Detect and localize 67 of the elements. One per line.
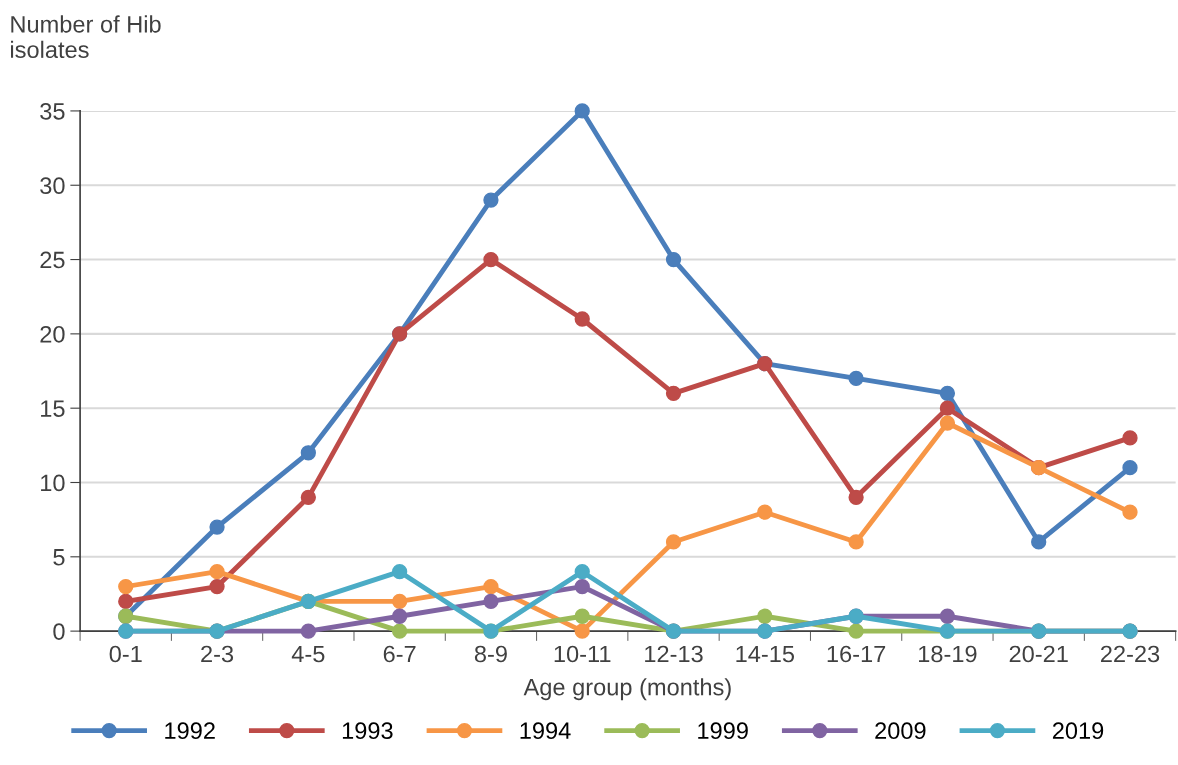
y-axis-title: Number of Hib isolates bbox=[11, 15, 161, 59]
point bbox=[574, 103, 590, 119]
point bbox=[939, 415, 956, 431]
x-tick-label: 18-19 bbox=[919, 645, 977, 663]
point bbox=[209, 564, 225, 580]
x-tick-label: 12-13 bbox=[645, 645, 703, 663]
point bbox=[391, 593, 408, 610]
y-tick-label: 0 bbox=[53, 623, 65, 640]
point bbox=[757, 608, 773, 624]
point bbox=[1122, 430, 1138, 446]
point bbox=[483, 192, 499, 208]
legend-label: 1999 bbox=[698, 722, 748, 740]
point bbox=[300, 623, 316, 639]
legend-label: 2019 bbox=[1052, 722, 1104, 740]
point bbox=[939, 385, 956, 401]
point bbox=[391, 608, 408, 624]
point bbox=[209, 578, 225, 595]
point bbox=[483, 251, 499, 268]
point bbox=[848, 534, 864, 550]
x-tick-label: 4-5 bbox=[291, 645, 325, 663]
x-tick-label: 0-1 bbox=[109, 645, 142, 663]
point bbox=[665, 385, 682, 401]
y-tick-label: 35 bbox=[40, 102, 65, 120]
point bbox=[574, 578, 590, 595]
point bbox=[118, 593, 134, 610]
point bbox=[665, 251, 682, 268]
point bbox=[848, 623, 864, 639]
point bbox=[574, 608, 590, 624]
point bbox=[391, 564, 408, 580]
legend-label: 1993 bbox=[342, 722, 393, 740]
x-tick-label: 8-9 bbox=[474, 645, 507, 663]
point bbox=[939, 400, 956, 416]
point bbox=[939, 608, 956, 624]
point bbox=[209, 519, 225, 535]
y-tick-label: 25 bbox=[40, 251, 65, 269]
point bbox=[574, 623, 590, 639]
point bbox=[757, 504, 773, 520]
legend-label: 1992 bbox=[165, 722, 215, 740]
point bbox=[665, 534, 682, 550]
x-tick-label: 22-23 bbox=[1100, 645, 1160, 663]
x-tick-label: 10-11 bbox=[554, 645, 611, 663]
legend-label: 1994 bbox=[520, 722, 571, 740]
point bbox=[391, 623, 408, 639]
x-tick-label: 2-3 bbox=[201, 645, 234, 663]
legend-label: 2009 bbox=[875, 722, 926, 740]
point bbox=[118, 578, 134, 595]
point bbox=[1122, 504, 1138, 520]
y-tick-label: 20 bbox=[40, 325, 65, 343]
point bbox=[574, 311, 590, 327]
point bbox=[848, 489, 864, 505]
y-tick-label: 10 bbox=[41, 474, 65, 492]
x-axis-title: Age group (months) bbox=[523, 678, 731, 701]
y-tick-label: 5 bbox=[53, 549, 65, 566]
point bbox=[848, 370, 864, 387]
point bbox=[483, 593, 499, 610]
x-tick-label: 20-21 bbox=[1009, 645, 1068, 663]
point bbox=[574, 564, 590, 580]
x-tick-label: 6-7 bbox=[383, 645, 416, 663]
point bbox=[1031, 534, 1047, 550]
x-tick-label: 16-17 bbox=[827, 645, 886, 663]
x-tick-label: 14-15 bbox=[736, 645, 795, 663]
point bbox=[300, 445, 316, 461]
point bbox=[300, 489, 316, 505]
point bbox=[1122, 459, 1138, 476]
y-tick-label: 30 bbox=[40, 177, 65, 195]
point bbox=[483, 578, 499, 595]
y-tick-label: 15 bbox=[41, 400, 65, 417]
